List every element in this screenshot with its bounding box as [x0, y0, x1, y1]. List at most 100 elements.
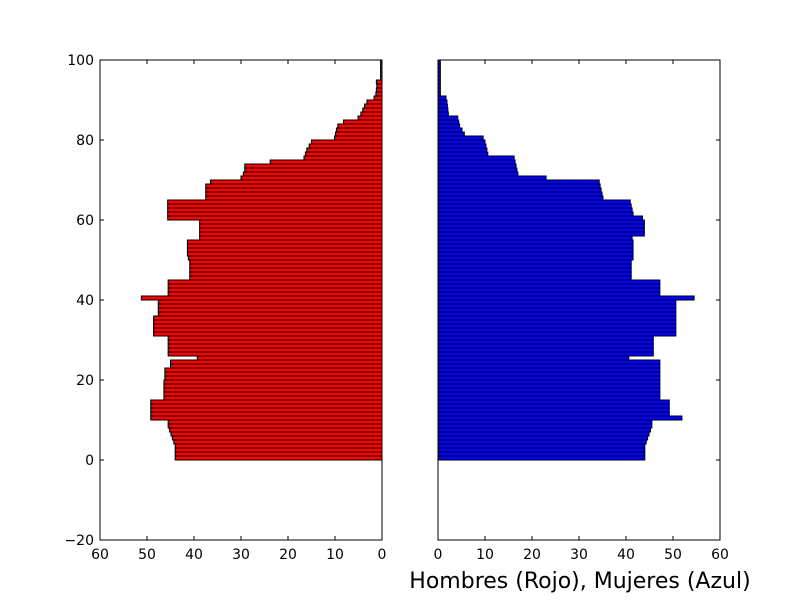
mujeres-bar-age-24 — [437, 359, 661, 365]
hombres-bar-age-16 — [163, 391, 383, 397]
hombres-bar-age-45 — [189, 275, 383, 281]
hombres-xtick-label-0: 0 — [378, 547, 387, 563]
hombres-bar-age-76 — [304, 151, 383, 157]
hombres-bar-age-85 — [357, 115, 383, 121]
mujeres-bar-age-17 — [437, 387, 661, 393]
hombres-bar-age-4 — [173, 439, 383, 445]
hombres-bar-age-66 — [205, 191, 383, 197]
hombres-bar-age-25 — [196, 355, 383, 361]
hombres-bar-age-94 — [375, 79, 383, 85]
hombres-bar-age-81 — [334, 131, 383, 137]
mujeres-bar-age-72 — [437, 167, 518, 173]
mujeres-bar-age-48 — [437, 263, 632, 269]
mujeres-bar-age-52 — [437, 247, 634, 253]
hombres-bar-age-13 — [150, 403, 383, 409]
hombres-bar-age-67 — [205, 187, 383, 193]
mujeres-bar-age-27 — [437, 347, 654, 353]
hombres-bar-age-0 — [174, 455, 383, 461]
mujeres-bar-age-81 — [437, 131, 465, 137]
mujeres-bar-age-34 — [437, 319, 677, 325]
mujeres-bar-age-22 — [437, 367, 661, 373]
mujeres-bar-age-9 — [437, 419, 653, 425]
mujeres-bar-age-5 — [437, 435, 649, 441]
mujeres-bar-age-74 — [437, 159, 516, 165]
mujeres-bar-age-86 — [437, 111, 449, 117]
mujeres-bar-age-46 — [437, 271, 632, 277]
mujeres-xtick-label-60: 60 — [711, 547, 729, 563]
mujeres-bar-age-61 — [437, 211, 634, 217]
mujeres-bar-age-7 — [437, 427, 651, 433]
mujeres-bar-age-73 — [437, 163, 517, 169]
hombres-bar-age-63 — [167, 203, 383, 209]
mujeres-bar-age-54 — [437, 239, 634, 245]
hombres-bar-age-60 — [167, 215, 383, 221]
mujeres-bar-age-0 — [437, 455, 646, 461]
mujeres-bar-age-2 — [437, 447, 646, 453]
hombres-xtick-label-20: 20 — [279, 547, 297, 563]
mujeres-bar-age-8 — [437, 423, 653, 429]
hombres-bar-age-26 — [167, 351, 383, 357]
hombres-bar-age-37 — [157, 307, 383, 313]
hombres-bar-age-78 — [308, 143, 383, 149]
hombres-bar-age-64 — [167, 199, 383, 205]
mujeres-bar-age-82 — [437, 127, 463, 133]
hombres-bar-age-39 — [157, 299, 383, 305]
hombres-bar-age-73 — [244, 163, 383, 169]
mujeres-bar-age-20 — [437, 375, 661, 381]
mujeres-bar-age-13 — [437, 403, 670, 409]
mujeres-xtick-label-20: 20 — [523, 547, 541, 563]
mujeres-bar-age-80 — [437, 135, 484, 141]
hombres-bar-age-50 — [187, 255, 383, 261]
hombres-bar-age-88 — [364, 103, 383, 109]
mujeres-bar-age-68 — [437, 183, 601, 189]
ytick-label-80: 80 — [76, 133, 94, 149]
ytick-label-0: 0 — [85, 453, 94, 469]
hombres-bar-age-72 — [244, 167, 383, 173]
mujeres-bar-age-84 — [437, 119, 460, 125]
hombres-bar-age-41 — [167, 291, 383, 297]
hombres-bar-age-3 — [174, 443, 383, 449]
mujeres-bar-age-62 — [437, 207, 633, 213]
mujeres-bar-age-83 — [437, 123, 461, 129]
mujeres-bar-age-67 — [437, 187, 602, 193]
hombres-bar-age-87 — [362, 107, 383, 113]
mujeres-bar-age-63 — [437, 203, 632, 209]
mujeres-bar-age-26 — [437, 351, 654, 357]
mujeres-bar-age-39 — [437, 299, 677, 305]
hombres-bar-age-27 — [167, 347, 383, 353]
hombres-bar-age-69 — [209, 179, 383, 185]
hombres-bar-age-52 — [186, 247, 383, 253]
mujeres-bar-age-10 — [437, 415, 683, 421]
mujeres-bar-age-35 — [437, 315, 677, 321]
hombres-bar-age-74 — [269, 159, 383, 165]
mujeres-bar-age-44 — [437, 279, 661, 285]
ytick-label-100: 100 — [67, 53, 94, 69]
mujeres-bar-age-51 — [437, 251, 634, 257]
mujeres-bar-age-40 — [437, 295, 695, 301]
hombres-bar-age-57 — [199, 227, 383, 233]
mujeres-bar-age-53 — [437, 243, 634, 249]
ytick-label-60: 60 — [76, 213, 94, 229]
mujeres-bar-age-18 — [437, 383, 661, 389]
mujeres-bar-age-78 — [437, 143, 487, 149]
mujeres-bar-age-50 — [437, 255, 634, 261]
hombres-bar-age-23 — [170, 363, 383, 369]
hombres-bar-age-62 — [167, 207, 383, 213]
mujeres-bar-age-30 — [437, 335, 654, 341]
mujeres-bar-age-23 — [437, 363, 661, 369]
hombres-bar-age-61 — [167, 211, 383, 217]
ytick-label-20: 20 — [76, 373, 94, 389]
hombres-bar-age-6 — [170, 431, 383, 437]
hombres-bar-age-43 — [167, 283, 383, 289]
mujeres-bar-age-69 — [437, 179, 600, 185]
mujeres-bar-age-16 — [437, 391, 661, 397]
mujeres-bar-age-45 — [437, 275, 632, 281]
mujeres-bar-age-41 — [437, 291, 661, 297]
hombres-bar-age-55 — [199, 235, 383, 241]
hombres-xtick-label-10: 10 — [326, 547, 344, 563]
hombres-bar-age-77 — [306, 147, 383, 153]
hombres-bar-age-56 — [199, 231, 383, 237]
hombres-bar-age-30 — [167, 335, 383, 341]
hombres-bar-age-22 — [164, 367, 383, 373]
mujeres-bar-age-15 — [437, 395, 661, 401]
